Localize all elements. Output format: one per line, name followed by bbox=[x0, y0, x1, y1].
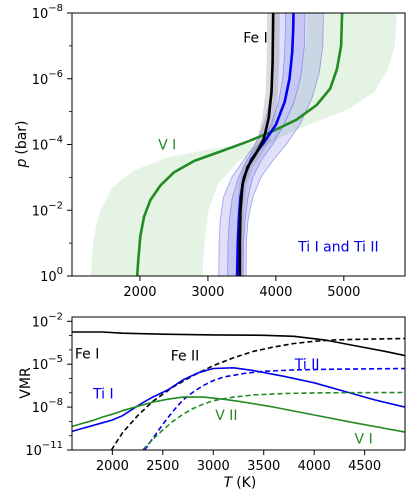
bottom-annotation-label: Fe I bbox=[75, 346, 99, 362]
bottom-x-axis-label: T (K) bbox=[224, 475, 257, 491]
fe2-vmr-line bbox=[110, 337, 405, 450]
top-x-tick-label: 3000 bbox=[191, 285, 224, 300]
bottom-x-tick-label: 3500 bbox=[247, 459, 280, 474]
v1-vmr-line bbox=[72, 396, 405, 433]
top-annotation-label: Fe I bbox=[243, 31, 267, 47]
top-y-tick-label: 10−2 bbox=[32, 200, 63, 219]
bottom-y-tick-label: 10−8 bbox=[32, 397, 63, 416]
vi-profile-line bbox=[135, 13, 344, 276]
bottom-y-ticks: 10−11 10−8 10−5 10−2 bbox=[25, 311, 72, 459]
top-x-tick-label: 4000 bbox=[259, 285, 292, 300]
top-y-tick-label: 100 bbox=[40, 266, 63, 285]
bottom-annotation-label: V I bbox=[355, 432, 373, 448]
vmr-lines bbox=[72, 331, 405, 450]
ti2-vmr-line bbox=[144, 367, 405, 450]
bottom-x-tick-label: 2500 bbox=[146, 459, 179, 474]
profile-lines bbox=[135, 13, 344, 276]
pressure-temperature-panel: 2000 3000 4000 5000 100 10−2 10−4 10−6 10−8 Fe … bbox=[14, 3, 406, 300]
bottom-annotation-label: Fe II bbox=[171, 349, 200, 365]
top-y-tick-label: 10−4 bbox=[32, 135, 63, 154]
v2-vmr-line bbox=[142, 391, 405, 450]
bottom-y-tick-label: 10−2 bbox=[32, 311, 63, 330]
ti-band-1 bbox=[227, 13, 306, 276]
top-annotation-label: V I bbox=[158, 138, 176, 154]
fe-profile-line bbox=[238, 13, 275, 276]
vi-band bbox=[91, 13, 397, 276]
ti-profile-line bbox=[235, 13, 295, 276]
fe-band bbox=[236, 13, 280, 276]
uncertainty-bands bbox=[91, 13, 397, 276]
bottom-y-tick-label: 10−5 bbox=[32, 354, 63, 373]
top-y-tick-label: 10−6 bbox=[32, 69, 63, 88]
top-y-tick-label: 10−8 bbox=[32, 3, 63, 22]
vmr-temperature-panel: 2000 2500 3000 3500 4000 4500 10−1110−810−510… bbox=[18, 311, 406, 491]
top-x-ticks: 2000 3000 4000 5000 bbox=[123, 276, 360, 300]
top-y-ticks: 100 10−2 10−4 10−6 10−8 bbox=[32, 3, 72, 285]
fe1-vmr-line bbox=[72, 331, 405, 357]
ti1-vmr-line bbox=[72, 367, 405, 433]
bottom-x-tick-label: 4500 bbox=[348, 459, 381, 474]
ti-band-0 bbox=[218, 13, 324, 276]
top-y-axis-label: p(bar) bbox=[14, 120, 30, 168]
top-x-tick-label: 5000 bbox=[327, 285, 360, 300]
bottom-annotation-label: Ti I bbox=[92, 387, 114, 403]
bottom-annotations: Fe I Fe II Ti II Ti I V II V I bbox=[75, 346, 373, 447]
bottom-x-tick-label: 2000 bbox=[96, 459, 129, 474]
bottom-x-tick-label: 3000 bbox=[197, 459, 230, 474]
top-annotation-label: Ti I and Ti II bbox=[297, 239, 379, 255]
bottom-x-tick-label: 4000 bbox=[298, 459, 331, 474]
bottom-y-tick-label: 10−11 bbox=[25, 440, 63, 459]
bottom-plot-frame bbox=[71, 316, 406, 451]
bottom-annotation-label: Ti II bbox=[294, 357, 320, 373]
bottom-annotation-label: V II bbox=[215, 408, 237, 424]
bottom-y-axis-label: VMR bbox=[18, 367, 34, 399]
top-x-tick-label: 2000 bbox=[123, 285, 156, 300]
bottom-x-ticks: 2000 2500 3000 3500 4000 4500 bbox=[96, 450, 381, 474]
top-annotations: Fe I V I Ti I and Ti II bbox=[158, 31, 379, 256]
